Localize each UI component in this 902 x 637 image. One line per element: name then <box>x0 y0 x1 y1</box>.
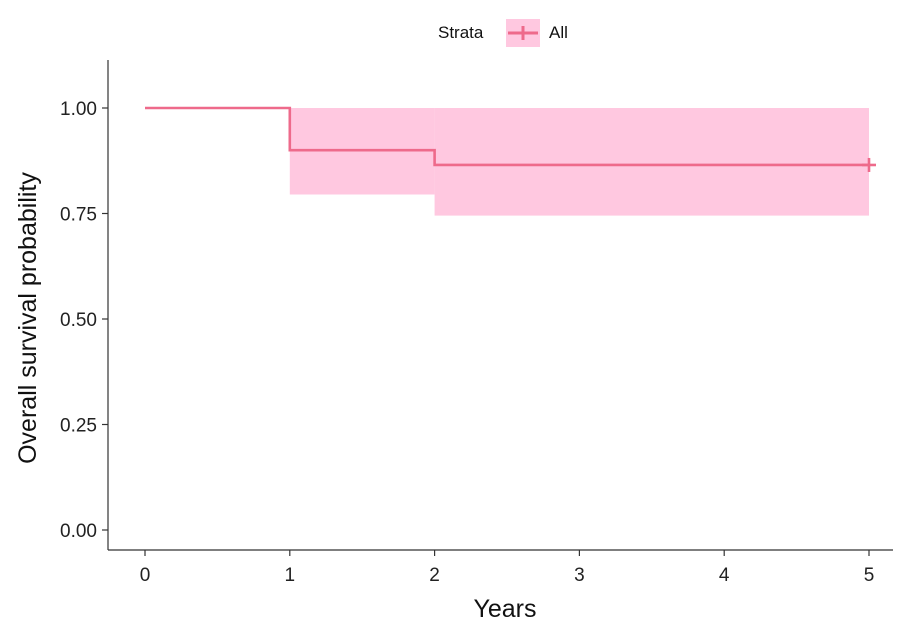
x-axis-ticks: 0 1 2 3 4 5 <box>140 550 875 586</box>
x-tick-label: 3 <box>574 565 585 586</box>
x-tick-label: 5 <box>864 565 875 586</box>
axes: 0 1 2 3 4 5 0.00 0.25 0.50 0.75 1.00 <box>60 60 893 586</box>
x-tick-label: 0 <box>140 565 151 586</box>
x-tick-label: 1 <box>285 565 296 586</box>
y-tick-label: 0.75 <box>60 205 97 226</box>
y-tick-label: 0.50 <box>60 310 97 331</box>
legend-label-all: All <box>549 23 568 42</box>
y-axis-ticks: 0.00 0.25 0.50 0.75 1.00 <box>60 99 108 542</box>
ci-band-segment <box>434 108 869 216</box>
x-tick-label: 4 <box>719 565 730 586</box>
plot-area <box>145 106 876 216</box>
survival-curves <box>145 106 869 167</box>
censor-mark <box>862 157 876 172</box>
legend: Strata All <box>438 19 568 47</box>
y-tick-label: 0.00 <box>60 521 97 542</box>
x-axis-title: Years <box>473 595 536 623</box>
censor-marks <box>862 157 876 172</box>
legend-title: Strata <box>438 23 484 42</box>
y-tick-label: 0.25 <box>60 416 97 437</box>
y-tick-label: 1.00 <box>60 99 97 120</box>
x-tick-label: 2 <box>429 565 440 586</box>
confidence-bands <box>289 108 869 216</box>
survival-curve-all <box>145 106 869 167</box>
y-axis-title: Overall survival probability <box>14 172 42 464</box>
